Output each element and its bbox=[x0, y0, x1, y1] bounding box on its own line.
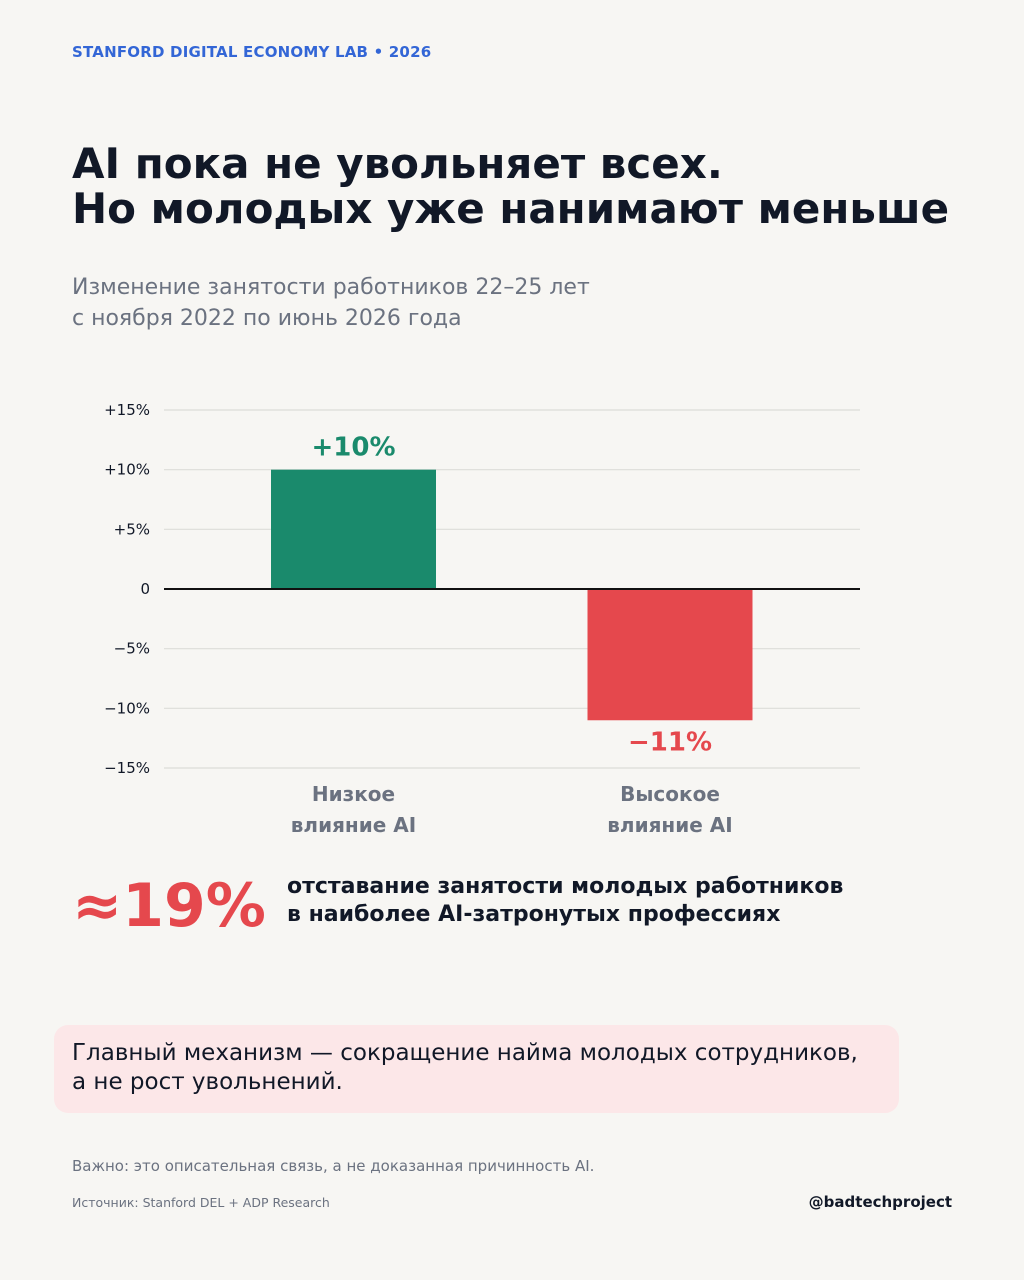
y-tick-label: −10% bbox=[104, 699, 150, 717]
bar bbox=[587, 589, 753, 721]
y-tick-label: +15% bbox=[104, 401, 150, 419]
category-label: Высокое bbox=[620, 782, 720, 806]
category-label: Низкое bbox=[312, 782, 395, 806]
highlight-desc-line-2: в наиболее AI-затронутых профессиях bbox=[287, 902, 781, 927]
category-label: влияние AI bbox=[291, 813, 416, 837]
bar bbox=[271, 469, 436, 589]
author-handle: @badtechproject bbox=[808, 1193, 952, 1211]
subtitle-line-1: Изменение занятости работников 22–25 лет bbox=[72, 275, 590, 300]
highlight-stat: ≈19% bbox=[72, 871, 266, 941]
title-line-1: AI пока не увольняет всех. bbox=[72, 139, 723, 188]
source-credit: Источник: Stanford DEL + ADP Research bbox=[72, 1195, 330, 1210]
subtitle: Изменение занятости работников 22–25 лет… bbox=[72, 272, 590, 334]
label-layer: +15% +10% +5% 0 −5% −10% −15% +10% Низкое влияние… bbox=[104, 401, 733, 837]
category-label: влияние AI bbox=[607, 813, 732, 837]
y-tick-label: +5% bbox=[114, 520, 150, 538]
highlight-desc-line-1: отставание занятости молодых работников bbox=[287, 874, 844, 899]
employment-change-chart: +15% +10% +5% 0 −5% −10% −15% +10% Низкое влияние… bbox=[104, 401, 860, 837]
bar-layer bbox=[164, 469, 860, 721]
subtitle-line-2: с ноября 2022 по июнь 2026 года bbox=[72, 306, 462, 331]
data-label: −11% bbox=[628, 727, 712, 757]
data-label: +10% bbox=[311, 433, 395, 463]
page-title: AI пока не увольняет всех. Но молодых уж… bbox=[72, 141, 949, 231]
y-tick-label: −15% bbox=[104, 759, 150, 777]
disclaimer-note: Важно: это описательная связь, а не дока… bbox=[72, 1157, 595, 1175]
callout-line-2: а не рост увольнений. bbox=[72, 1069, 343, 1095]
y-tick-label: −5% bbox=[114, 640, 150, 658]
overline: STANFORD DIGITAL ECONOMY LAB • 2026 bbox=[72, 43, 432, 61]
title-line-2: Но молодых уже нанимают меньше bbox=[72, 184, 950, 233]
callout-line-1: Главный механизм — сокращение найма моло… bbox=[72, 1040, 858, 1066]
highlight-description: отставание занятости молодых работников … bbox=[287, 873, 843, 929]
mechanism-callout: Главный механизм — сокращение найма моло… bbox=[54, 1025, 899, 1113]
y-tick-label: 0 bbox=[140, 580, 150, 598]
y-tick-label: +10% bbox=[104, 461, 150, 479]
